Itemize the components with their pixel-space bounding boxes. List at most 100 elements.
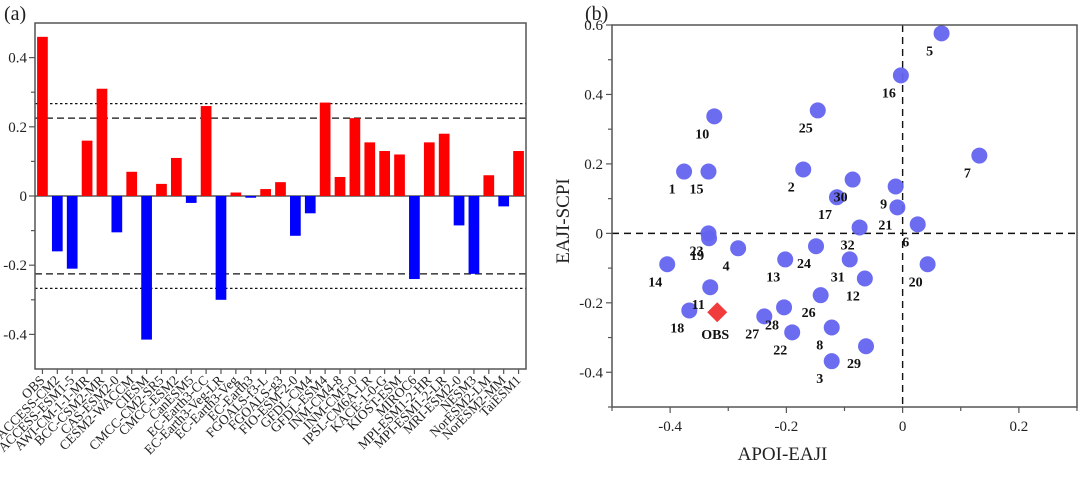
point-23 xyxy=(700,225,717,242)
bar-canesm5 xyxy=(185,196,197,203)
x-tick-label: -0.2 xyxy=(775,419,799,435)
bar-kace-1-0-g xyxy=(379,151,391,196)
point-7 xyxy=(971,147,988,164)
y-tick-label: 0.4 xyxy=(8,51,27,67)
point-22 xyxy=(784,324,801,341)
bar-bcc-csm2-mr xyxy=(96,88,108,196)
point-15 xyxy=(700,163,717,180)
y-tick-label: -0.4 xyxy=(579,365,603,381)
bar-ec-earth3-veg-lr xyxy=(215,196,227,300)
point-17 xyxy=(828,189,845,206)
panel-b-y-axis-title: EAJI-SCPI xyxy=(553,178,574,264)
point-label-4: 4 xyxy=(723,259,730,274)
point-label-8: 8 xyxy=(816,338,823,353)
point-label-29: 29 xyxy=(847,357,861,372)
point-14 xyxy=(659,256,676,273)
bar-mri-esm2-0 xyxy=(453,196,465,226)
point-20 xyxy=(919,256,936,273)
panel-a-y-axis: -0.4 -0.2 0 0.2 0.4 xyxy=(3,51,35,343)
point-label-15: 15 xyxy=(689,183,703,198)
bar-ec-earth3 xyxy=(245,196,257,198)
point-label-18: 18 xyxy=(670,321,684,336)
point-label-9: 9 xyxy=(880,197,887,212)
point-21 xyxy=(889,199,906,216)
point-label-30: 30 xyxy=(834,191,848,206)
bar-ipsl-cm6a-lr xyxy=(364,142,376,196)
bar-inm-cm5-0 xyxy=(349,118,361,196)
point-label-20: 20 xyxy=(909,275,923,290)
point-label-1: 1 xyxy=(669,183,676,198)
bar-fio-esm-2-0 xyxy=(290,196,301,236)
bar-kiost-esm xyxy=(394,154,405,196)
panel-b-x-axis-title: APOI-EAJI xyxy=(738,444,828,465)
y-tick-label: -0.2 xyxy=(3,258,27,274)
bar-access-esm1-5 xyxy=(66,196,78,269)
point-label-32: 32 xyxy=(841,238,855,253)
point-1 xyxy=(676,163,693,180)
point-label-21: 21 xyxy=(878,218,892,233)
point-16 xyxy=(892,67,909,84)
bar-ciesm xyxy=(141,196,152,340)
point-label-28: 28 xyxy=(765,318,779,333)
y-tick-label: 0.2 xyxy=(8,120,27,136)
y-tick-label: 0.6 xyxy=(584,18,603,34)
point-label-2: 2 xyxy=(788,180,795,195)
point-label-10: 10 xyxy=(695,127,709,142)
point-label-16: 16 xyxy=(882,86,896,101)
bar-miroc6 xyxy=(409,196,420,280)
obs-marker xyxy=(707,302,728,323)
panel-b-reference-lines xyxy=(612,25,1077,407)
panel-b-points xyxy=(659,25,988,370)
point-29 xyxy=(858,338,875,355)
bar-fgoals-g3 xyxy=(275,182,286,196)
panel-b-frame xyxy=(611,24,1078,408)
bar-cesm2-waccm xyxy=(126,171,138,196)
bar-cmcc-cm2-sr5 xyxy=(156,183,167,196)
panel-a-x-axis: OBSACCESS-CM2ACCESS-ESM1-5AWI-CM-1-1-MRB… xyxy=(0,369,524,457)
point-27 xyxy=(756,308,773,325)
point-5 xyxy=(933,25,950,42)
point-label-26: 26 xyxy=(802,306,816,321)
x-tick-label: -0.4 xyxy=(658,419,682,435)
panel-b-label: (b) xyxy=(585,3,608,25)
point-label-25: 25 xyxy=(799,121,813,136)
obs-label: OBS xyxy=(701,328,729,343)
point-3 xyxy=(823,353,840,370)
point-2 xyxy=(795,161,812,178)
bar-ec-earth3-cc xyxy=(200,106,212,196)
point-label-11: 11 xyxy=(692,298,705,313)
point-24 xyxy=(808,238,825,255)
point-28 xyxy=(776,299,793,316)
point-18 xyxy=(681,302,698,319)
point-31 xyxy=(841,251,858,268)
y-tick-label: 0 xyxy=(20,189,28,205)
bar-awi-cm-1-1-mr xyxy=(81,140,93,196)
bar-nesm3 xyxy=(468,196,480,274)
panel-a-bars xyxy=(37,36,524,340)
point-10 xyxy=(706,108,723,125)
x-tick-label: 0.2 xyxy=(1010,419,1029,435)
bar-cas-esm2-0 xyxy=(111,196,123,233)
bar-inm-cm4-8 xyxy=(334,176,346,196)
point-13 xyxy=(777,251,794,268)
point-26 xyxy=(812,287,829,304)
bar-noresm2-mm xyxy=(498,196,510,207)
panel-a-bar-chart: (a) -0.4 -0.2 0 0.2 0.4 OBSACCESS-CM2ACCESS-… xyxy=(0,3,527,457)
point-8 xyxy=(823,319,840,336)
panel-b-scatter-chart: (b) 1 23456789101112131415161718192021222… xyxy=(553,3,1078,465)
bar-noresm2-lm xyxy=(483,175,495,196)
bar-access-cm2 xyxy=(51,196,63,252)
bar-gfdl-cm4 xyxy=(304,196,316,214)
point-label-3: 3 xyxy=(816,372,823,387)
point-6 xyxy=(909,216,926,233)
point-label-23: 23 xyxy=(689,244,703,259)
panel-b-point-labels: 1 234567891011121314151617181920212223242… xyxy=(648,44,971,387)
y-tick-label: 0.2 xyxy=(584,157,603,173)
point-12 xyxy=(856,270,873,287)
point-9 xyxy=(887,178,904,195)
point-label-6: 6 xyxy=(902,235,909,250)
panel-a-label: (a) xyxy=(4,3,26,25)
point-label-5: 5 xyxy=(926,44,933,59)
point-25 xyxy=(809,102,826,119)
